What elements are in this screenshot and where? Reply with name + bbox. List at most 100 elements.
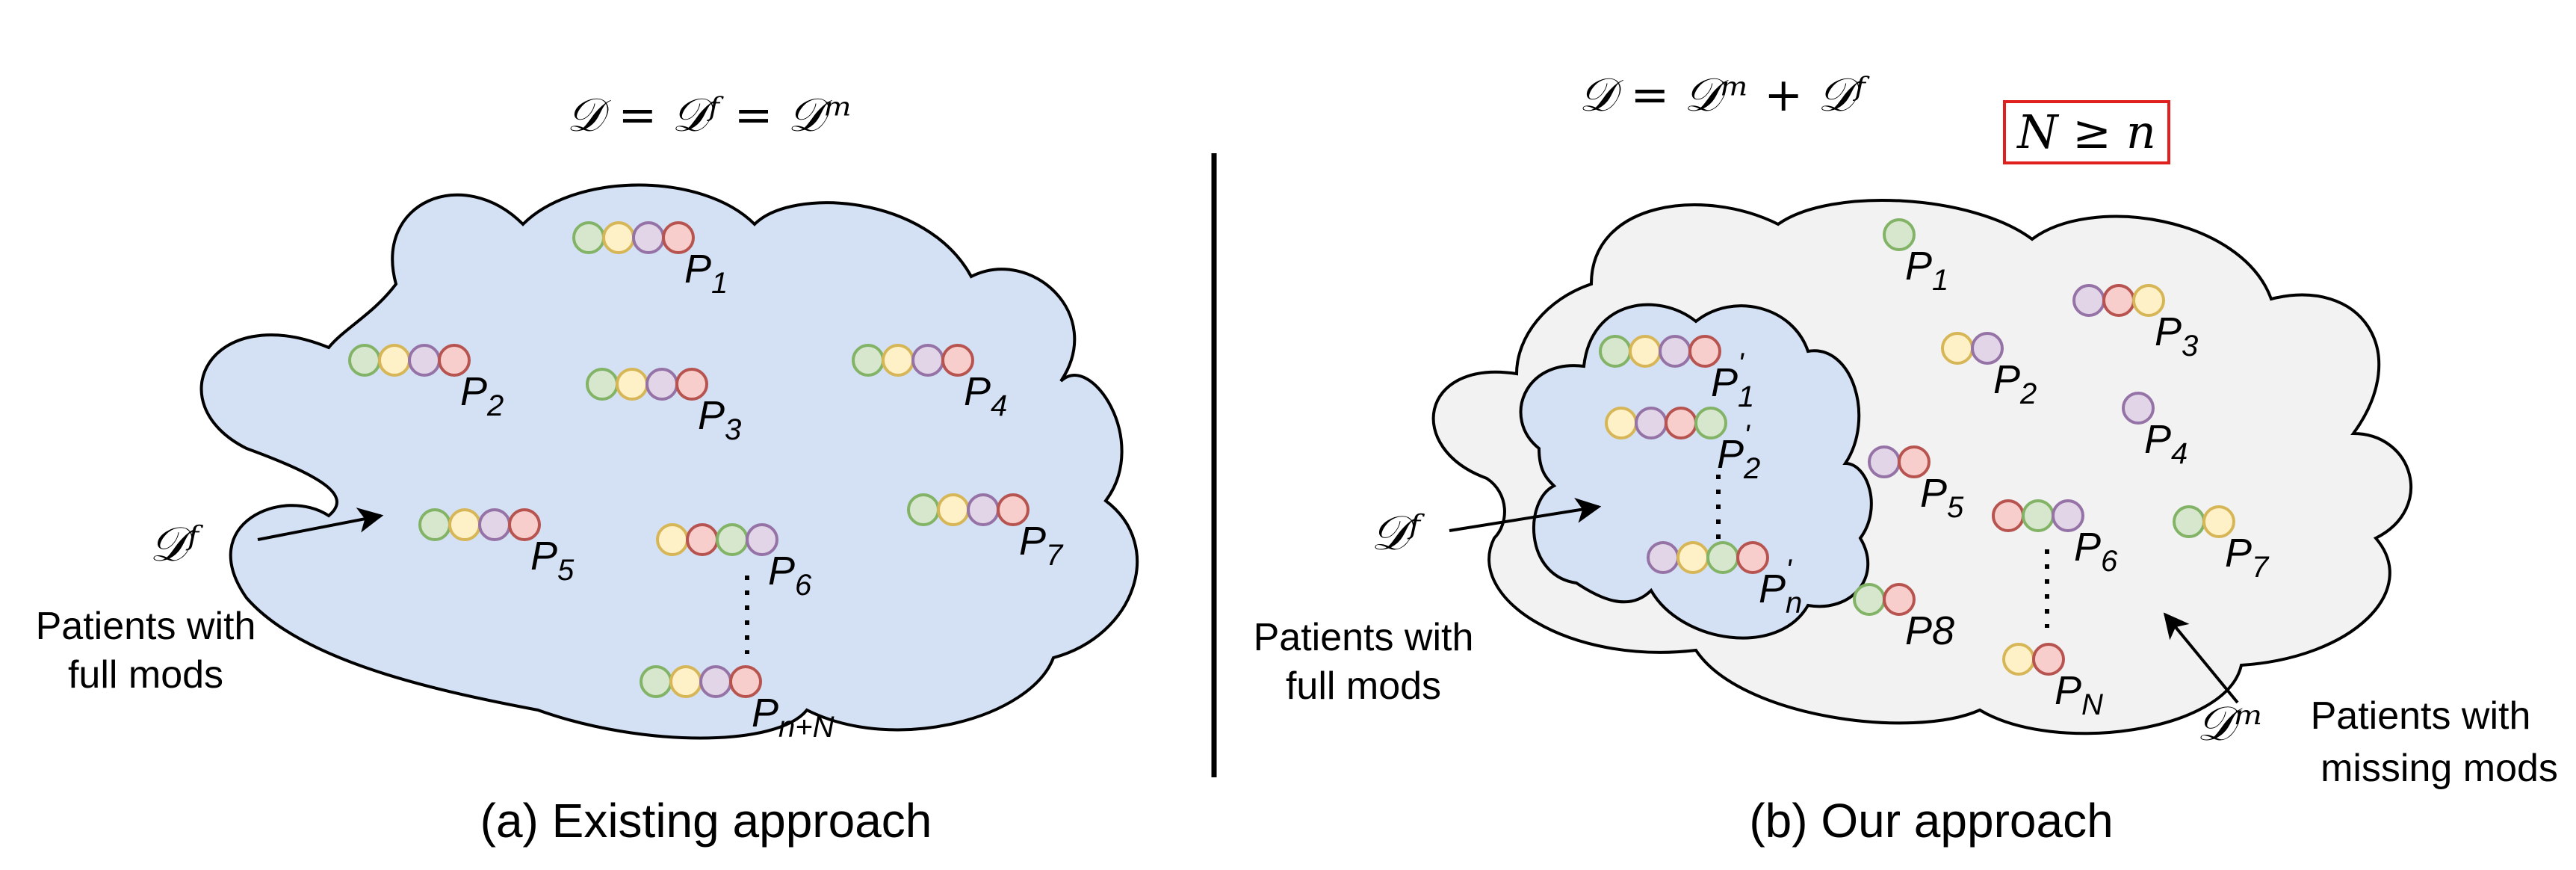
panel-b-missing-desc-line2: missing mods	[2320, 747, 2558, 790]
modality-purple-marker	[911, 344, 944, 377]
modality-yellow-marker	[2132, 284, 2165, 317]
modality-purple-marker	[2052, 499, 2084, 532]
modality-green-marker	[2173, 505, 2205, 538]
modality-purple-marker	[1868, 445, 1901, 478]
patient-label: P2	[460, 369, 504, 422]
patient-label: P6	[2074, 525, 2118, 578]
modality-purple-marker	[967, 493, 1000, 526]
patient-record: P2	[348, 344, 504, 422]
modality-yellow-marker	[378, 344, 411, 377]
modality-yellow-marker	[656, 523, 689, 556]
modality-green-marker	[348, 344, 381, 377]
patient-record: P3	[2072, 284, 2198, 362]
patient-label: PN	[2055, 668, 2103, 721]
modality-red-marker	[1883, 583, 1916, 616]
patient-record: P3	[586, 368, 741, 446]
modality-red-marker	[997, 493, 1030, 526]
patient-label: Pn+N	[752, 691, 835, 744]
patient-record: P7	[907, 493, 1064, 572]
modality-yellow-marker	[1605, 407, 1638, 439]
cloud-full-subset	[1519, 303, 1873, 640]
panel-b-equation: 𝒟 = 𝒟ᵐ + 𝒟ᶠ	[1579, 67, 1870, 122]
dm-pointer-arrow	[2163, 612, 2239, 704]
patient-record: P1	[572, 221, 728, 300]
modality-red-marker	[1992, 499, 2025, 532]
modality-purple-marker	[746, 523, 778, 556]
modality-red-marker	[686, 523, 719, 556]
modality-purple-marker	[1971, 332, 2004, 365]
modality-yellow-marker	[448, 508, 481, 541]
modality-purple-marker	[2122, 392, 2155, 425]
modality-red-marker	[675, 368, 708, 401]
patient-label: P6	[768, 549, 812, 602]
modality-yellow-marker	[1629, 335, 1662, 368]
modality-green-marker	[716, 523, 749, 556]
patient-record: P1'	[1599, 335, 1754, 413]
modality-yellow-marker	[1676, 541, 1709, 574]
patient-label: P8	[1905, 608, 1954, 653]
panel-b-full-desc-line2: full mods	[1286, 664, 1441, 708]
modality-green-marker	[907, 493, 940, 526]
condition-text: N ≥ n	[2016, 105, 2156, 159]
modality-green-marker	[418, 508, 451, 541]
modality-red-marker	[1736, 541, 1769, 574]
patient-record: Pn+N	[640, 665, 835, 744]
modality-yellow-marker	[882, 344, 914, 377]
modality-red-marker	[1665, 407, 1697, 439]
patient-record: P1	[1883, 218, 1948, 297]
patient-record: P5	[1868, 445, 1964, 524]
df-pointer-arrow-b	[1449, 498, 1602, 532]
modality-green-marker	[1883, 218, 1916, 251]
modality-yellow-marker	[616, 368, 648, 401]
df-pointer-arrow	[257, 508, 384, 541]
modality-red-marker	[662, 221, 695, 254]
patient-record: PN	[2002, 643, 2103, 721]
panel-a-equation: 𝒟 = 𝒟ᶠ = 𝒟ᵐ	[566, 87, 853, 142]
df-pointer-label-b: 𝒟ᶠ	[1371, 506, 1425, 561]
modality-red-marker	[729, 665, 762, 698]
patient-record: P6	[1992, 499, 2118, 578]
panel-b: 𝒟 = 𝒟ᵐ + 𝒟ᶠ N ≥ n P1' P2' Pn' P1 P2 P3 P4 P5 P6…	[1254, 67, 2558, 848]
panel-b-full-desc-line1: Patients with	[1254, 616, 1474, 659]
modality-purple-marker	[2072, 284, 2105, 317]
patient-label: P7	[1019, 519, 1064, 572]
patients-missing-list: P1 P2 P3 P4 P5 P6 P7 P8 PN	[1853, 218, 2270, 721]
modality-purple-marker	[478, 508, 511, 541]
modality-green-marker	[852, 344, 885, 377]
patient-label: P4	[964, 369, 1007, 422]
patient-record: P6	[656, 523, 812, 602]
modality-yellow-marker	[937, 493, 970, 526]
patient-label: P4	[2144, 417, 2188, 470]
modality-red-marker	[508, 508, 541, 541]
modality-green-marker	[1694, 407, 1727, 439]
modality-yellow-marker	[2202, 505, 2235, 538]
df-pointer-label: 𝒟ᶠ	[149, 517, 203, 573]
modality-yellow-marker	[669, 665, 702, 698]
panel-b-missing-desc-line1: Patients with	[2311, 694, 2531, 738]
patient-label: P1	[1905, 244, 1948, 297]
patient-record: P7	[2173, 505, 2270, 584]
modality-green-marker	[640, 665, 672, 698]
patient-label: P5	[530, 534, 575, 587]
patient-record: P5	[418, 508, 575, 587]
modality-green-marker	[586, 368, 619, 401]
modality-yellow-marker	[2002, 643, 2035, 676]
patient-record: P2'	[1605, 407, 1760, 485]
patients-full-list: P1 P2 P3 P4 P5 P6 P7 Pn+N	[348, 221, 1064, 744]
modality-red-marker	[1898, 445, 1931, 478]
patient-label: P3	[2155, 309, 2198, 362]
modality-green-marker	[2022, 499, 2055, 532]
panel-a: 𝒟 = 𝒟ᶠ = 𝒟ᵐ P1 P2 P3 P4 P5 P6 P7 Pn+N 𝒟ᶠ Patien…	[36, 87, 1139, 848]
modality-green-marker	[1853, 583, 1886, 616]
patient-label: Pn'	[1759, 554, 1802, 620]
patient-record: Pn'	[1647, 541, 1802, 620]
patients-full-subset-list: P1' P2' Pn'	[1599, 335, 1802, 620]
dm-pointer-label: 𝒟ᵐ	[2196, 697, 2264, 752]
cloud-full-dataset	[199, 183, 1139, 740]
modality-purple-marker	[1635, 407, 1668, 439]
modality-red-marker	[941, 344, 974, 377]
patient-label: P1	[684, 247, 728, 300]
patient-label: P3	[698, 393, 741, 446]
panel-a-caption: (a) Existing approach	[480, 794, 932, 848]
